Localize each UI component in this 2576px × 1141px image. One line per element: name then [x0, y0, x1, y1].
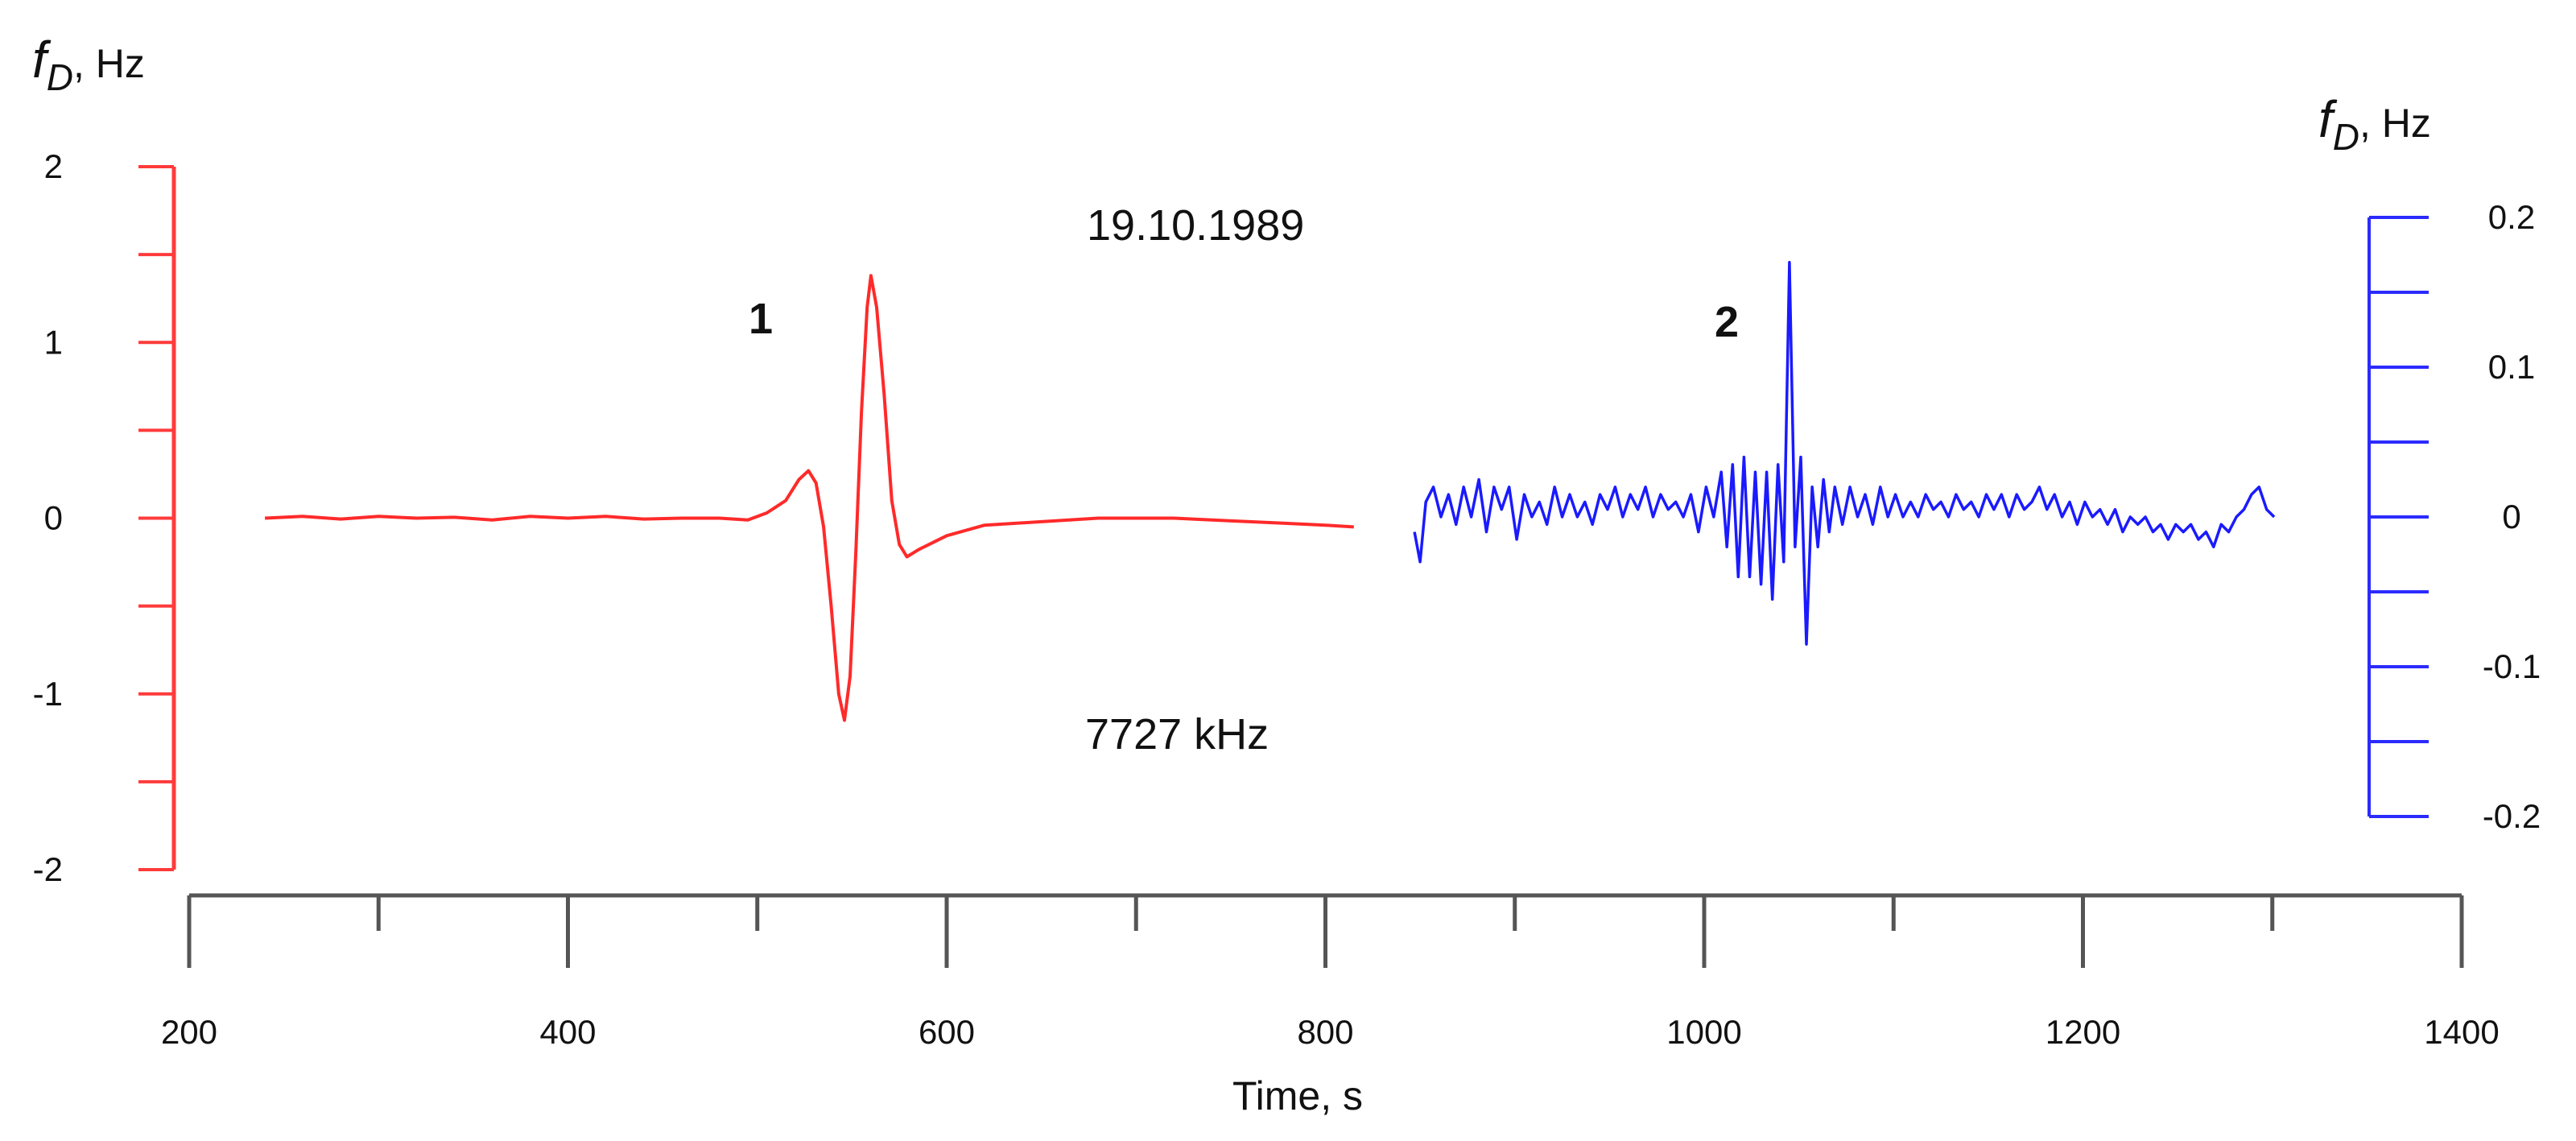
left-axis-title-sub: D — [47, 56, 73, 98]
left-tick-label: 0 — [44, 499, 63, 537]
right-tick-label: 0.2 — [2488, 198, 2535, 236]
left-tick-label: 2 — [44, 147, 63, 185]
x-axis: 200 400 600 800 1000 1200 1400 — [161, 893, 2500, 1051]
left-tick-label: -2 — [33, 850, 63, 888]
x-tick-label: 1400 — [2424, 1013, 2499, 1051]
right-tick-label: -0.1 — [2483, 647, 2541, 685]
x-tick-label: 200 — [161, 1013, 217, 1051]
series-label-1: 1 — [749, 295, 773, 343]
series-label-2: 2 — [1715, 298, 1739, 346]
x-axis-title: Time, s — [1232, 1073, 1363, 1118]
right-tick-label: -0.2 — [2483, 797, 2541, 835]
left-axis-title-unit: , Hz — [73, 41, 145, 86]
right-tick-label: 0.1 — [2488, 348, 2535, 386]
frequency-annotation: 7727 kHz — [1085, 710, 1269, 759]
x-tick-label: 1200 — [2046, 1013, 2120, 1051]
x-tick-label: 800 — [1297, 1013, 1353, 1051]
left-tick-label: -1 — [33, 675, 63, 713]
right-y-axis: -0.2 -0.1 0 0.1 0.2 — [2368, 198, 2541, 835]
series-line-2 — [1413, 261, 2276, 646]
right-axis-title-unit: , Hz — [2359, 101, 2431, 146]
series-line-1 — [265, 274, 1354, 722]
left-y-axis: -2 -1 0 1 2 — [33, 147, 176, 888]
left-axis-title: fD, Hz — [32, 31, 145, 98]
left-tick-label: 1 — [44, 323, 63, 361]
x-tick-label: 600 — [919, 1013, 975, 1051]
right-axis-title-sub: D — [2333, 116, 2359, 158]
right-tick-label: 0 — [2502, 498, 2520, 535]
right-axis-title: fD, Hz — [2318, 90, 2431, 158]
x-tick-label: 1000 — [1666, 1013, 1741, 1051]
x-tick-label: 400 — [539, 1013, 596, 1051]
date-annotation: 19.10.1989 — [1087, 201, 1304, 250]
